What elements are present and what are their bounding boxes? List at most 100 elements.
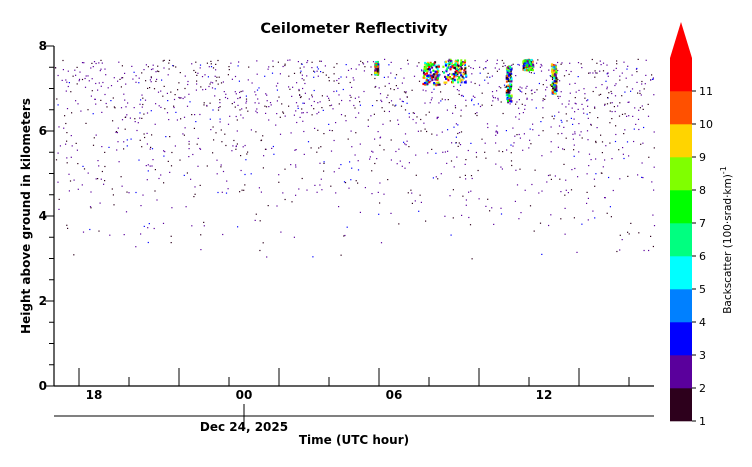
backscatter-pixel xyxy=(637,92,639,94)
backscatter-pixel xyxy=(484,151,486,153)
backscatter-pixel xyxy=(235,148,237,150)
backscatter-pixel xyxy=(280,231,282,233)
backscatter-pixel xyxy=(436,134,438,136)
y-tick-label-2: 2 xyxy=(39,294,47,308)
backscatter-pixel xyxy=(642,142,644,144)
backscatter-pixel xyxy=(425,114,427,116)
backscatter-pixel xyxy=(638,109,640,111)
cloud-pixel xyxy=(506,73,509,76)
backscatter-pixel xyxy=(534,91,536,93)
backscatter-pixel xyxy=(454,107,457,109)
cloud-pixel xyxy=(552,69,555,72)
colorbar xyxy=(670,22,692,422)
backscatter-pixel xyxy=(405,144,407,146)
backscatter-pixel xyxy=(271,72,274,74)
cloud-pixel xyxy=(554,90,556,93)
backscatter-pixel xyxy=(282,112,285,114)
cloud-pixel xyxy=(454,68,457,71)
backscatter-pixel xyxy=(340,114,343,116)
backscatter-pixel xyxy=(630,90,632,92)
backscatter-pixel xyxy=(453,166,455,168)
cloud-pixel xyxy=(430,75,433,78)
backscatter-pixel xyxy=(125,83,127,85)
backscatter-pixel xyxy=(441,98,443,100)
backscatter-pixel xyxy=(394,77,396,79)
backscatter-pixel xyxy=(411,89,413,91)
backscatter-pixel xyxy=(303,66,305,68)
backscatter-pixel xyxy=(403,77,405,79)
backscatter-pixel xyxy=(304,92,306,94)
backscatter-pixel xyxy=(227,188,229,190)
backscatter-pixel xyxy=(601,152,603,154)
cloud-pixel xyxy=(462,72,465,75)
cloud-pixel xyxy=(376,65,379,68)
backscatter-pixel xyxy=(66,157,68,159)
backscatter-pixel xyxy=(169,171,171,173)
backscatter-pixel xyxy=(100,85,102,87)
backscatter-pixel xyxy=(615,133,617,136)
backscatter-pixel xyxy=(572,138,574,140)
backscatter-pixel xyxy=(311,94,313,96)
backscatter-pixel xyxy=(408,112,410,115)
cloud-pixel xyxy=(425,63,428,66)
cloud-pixel xyxy=(528,65,531,68)
backscatter-pixel xyxy=(179,72,181,74)
backscatter-pixel xyxy=(510,160,513,162)
cloud-pixel xyxy=(435,84,438,87)
backscatter-pixel xyxy=(147,227,149,229)
cloud-pixel xyxy=(424,83,427,86)
cloud-pixel xyxy=(375,62,378,65)
cloud-pixel xyxy=(447,76,450,79)
backscatter-pixel xyxy=(282,65,284,68)
backscatter-pixel xyxy=(322,71,324,74)
backscatter-pixel xyxy=(68,173,70,175)
backscatter-pixel xyxy=(170,91,172,93)
backscatter-pixel xyxy=(195,71,197,73)
cloud-pixel xyxy=(507,66,510,70)
backscatter-pixel xyxy=(217,109,220,111)
backscatter-pixel xyxy=(594,70,596,72)
backscatter-pixel xyxy=(217,59,219,62)
backscatter-pixel xyxy=(347,138,349,140)
backscatter-pixel xyxy=(152,68,154,70)
y-tick-label-0: 0 xyxy=(39,379,47,393)
backscatter-pixel xyxy=(174,145,176,147)
backscatter-pixel xyxy=(163,85,165,87)
backscatter-pixel xyxy=(653,94,655,96)
backscatter-pixel xyxy=(276,205,278,207)
backscatter-pixel xyxy=(150,68,153,71)
backscatter-pixel xyxy=(197,165,199,167)
backscatter-pixel xyxy=(431,91,433,93)
backscatter-pixel xyxy=(349,100,351,102)
backscatter-pixel xyxy=(245,159,247,161)
backscatter-pixel xyxy=(197,137,199,139)
backscatter-pixel xyxy=(476,112,478,114)
backscatter-pixel xyxy=(633,128,635,130)
backscatter-pixel xyxy=(565,70,567,72)
backscatter-pixel xyxy=(302,112,304,114)
cloud-pixel xyxy=(464,63,466,67)
backscatter-pixel xyxy=(98,165,100,167)
backscatter-pixel xyxy=(210,66,213,68)
backscatter-pixel xyxy=(301,78,303,80)
backscatter-pixel xyxy=(564,233,566,235)
backscatter-pixel xyxy=(302,102,304,104)
backscatter-pixel xyxy=(493,223,495,225)
backscatter-pixel xyxy=(358,96,360,98)
backscatter-pixel xyxy=(126,191,128,193)
backscatter-pixel xyxy=(143,225,145,227)
colorbar-segment xyxy=(670,256,692,290)
backscatter-pixel xyxy=(592,90,594,93)
backscatter-pixel xyxy=(569,92,571,94)
backscatter-pixel xyxy=(355,68,357,70)
backscatter-pixel xyxy=(57,74,59,77)
backscatter-pixel xyxy=(58,126,60,128)
backscatter-pixel xyxy=(404,143,406,145)
backscatter-pixel xyxy=(453,126,455,128)
backscatter-pixel xyxy=(279,73,281,75)
backscatter-pixel xyxy=(485,61,487,63)
backscatter-pixel xyxy=(231,103,233,105)
backscatter-pixel xyxy=(218,107,220,109)
backscatter-pixel xyxy=(89,228,91,231)
backscatter-pixel xyxy=(218,76,220,78)
